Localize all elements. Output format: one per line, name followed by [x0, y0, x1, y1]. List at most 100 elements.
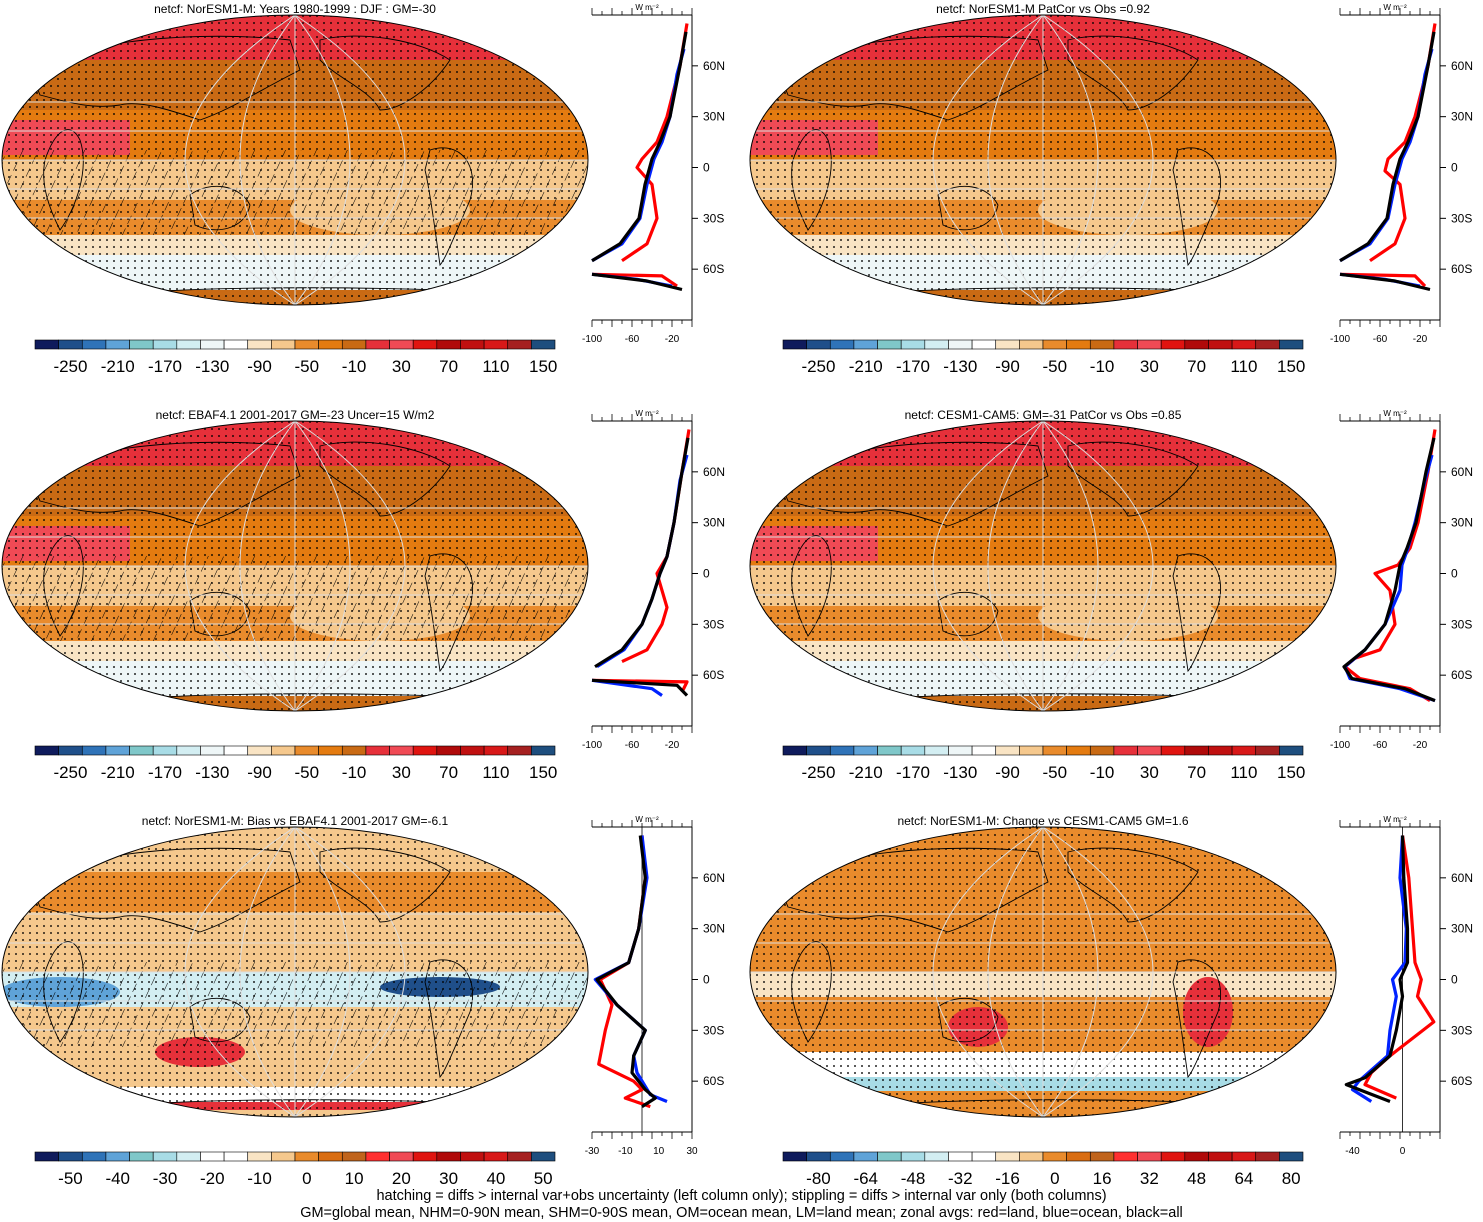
- colorbar-swatch: [318, 745, 343, 756]
- graticule: [750, 421, 1336, 711]
- latitude-label: 0: [703, 567, 710, 581]
- map: [750, 827, 1336, 1117]
- colorbar: -250 -210 -170 -130 -90 -50 -10 30 70 110 150: [34, 339, 557, 376]
- map: [2, 15, 588, 305]
- colorbar-swatch: [1255, 339, 1280, 350]
- panel-graphics: -250 -210 -170 -130 -90 -50 -10 30 70 110 150 W m⁻²…: [1, 3, 725, 376]
- colorbar-swatch: [829, 1151, 855, 1162]
- colorbar-swatch: [900, 339, 926, 350]
- zonal-x-tick-label: -20: [665, 334, 680, 345]
- zonal-series-land: [591, 23, 689, 288]
- panel-p2: netcf: NorESM1-M PatCor vs Obs =0.92 -250…: [748, 0, 1483, 405]
- panel-p3: netcf: EBAF4.1 2001-2017 GM=-23 Uncer=15…: [0, 406, 740, 811]
- colorbar-tick-label: -50: [58, 1169, 83, 1188]
- colorbar-tick-label: 150: [529, 357, 557, 376]
- colorbar-tick-label: -210: [101, 763, 135, 782]
- colorbar-swatch: [247, 1151, 272, 1162]
- colorbar-tick-label: -50: [1043, 763, 1068, 782]
- latitude-label: 60N: [703, 59, 725, 73]
- colorbar-swatch: [1042, 1151, 1067, 1162]
- colorbar-tick-label: 70: [439, 763, 458, 782]
- colorbar-swatch: [1255, 745, 1280, 756]
- latitude-label: 60S: [703, 1074, 724, 1088]
- colorbar-tick-label: -170: [896, 357, 930, 376]
- colorbar-tick-label: -90: [995, 763, 1020, 782]
- colorbar-swatch: [995, 339, 1020, 350]
- zonal-x-tick-label: -30: [585, 1146, 600, 1157]
- zonal-unit-label: W m⁻²: [635, 3, 659, 12]
- latitude-label: 60S: [1451, 262, 1472, 276]
- colorbar-swatch: [806, 745, 831, 756]
- zonal-series-all: [591, 31, 688, 292]
- colorbar-swatch: [200, 1151, 225, 1162]
- colorbar-swatch: [782, 745, 807, 756]
- zonal-x-tick-label: -100: [1330, 740, 1350, 751]
- zonal-series-ocean: [593, 835, 668, 1103]
- colorbar-swatch: [247, 745, 272, 756]
- colorbar-tick-label: -130: [943, 763, 977, 782]
- zonal-series-all: [1344, 835, 1410, 1103]
- colorbar-swatch: [853, 1151, 878, 1162]
- colorbar-tick-label: -50: [1043, 357, 1068, 376]
- colorbar-tick-label: 64: [1234, 1169, 1253, 1188]
- colorbar-swatch: [971, 339, 997, 350]
- colorbar-swatch: [948, 1151, 973, 1162]
- colorbar-swatch: [1279, 1151, 1304, 1162]
- colorbar-tick-label: -10: [342, 763, 367, 782]
- graticule: [750, 15, 1336, 305]
- zonal-mean-plot: W m⁻² -40 0 60N 30N 0 30S 60S: [1339, 815, 1473, 1157]
- latitude-label: 60N: [1451, 59, 1473, 73]
- panel-graphics: -50 -40 -30 -20 -10 0 10 20 30 40 50 W m⁻² -30 -10 10 3…: [1, 815, 725, 1188]
- colorbar-swatch: [105, 339, 130, 350]
- colorbar-tick-label: 30: [392, 357, 411, 376]
- zonal-unit-label: W m⁻²: [1383, 3, 1407, 12]
- colorbar-tick-label: -250: [53, 357, 87, 376]
- colorbar-swatch: [1208, 1151, 1233, 1162]
- zonal-series-all: [1342, 437, 1436, 703]
- colorbar-tick-label: -90: [247, 763, 272, 782]
- colorbar-tick-label: 110: [482, 763, 509, 782]
- colorbar-swatch: [483, 745, 509, 756]
- map-title: netcf: NorESM1-M: Bias vs EBAF4.1 2001-2…: [141, 814, 449, 828]
- latitude-label: 30S: [1451, 211, 1472, 225]
- colorbar-swatch: [105, 1151, 130, 1162]
- colorbar-swatch: [271, 339, 296, 350]
- zonal-mean-plot: W m⁻² -100 -60 -20 60N 30N 0 30S 60S: [582, 409, 725, 751]
- colorbar-tick-label: 32: [1140, 1169, 1159, 1188]
- colorbar-swatch: [829, 339, 855, 350]
- colorbar-swatch: [34, 745, 59, 756]
- colorbar-tick-label: 110: [1230, 357, 1257, 376]
- latitude-label: 30N: [1451, 110, 1473, 124]
- zonal-x-tick-label: 10: [653, 1146, 665, 1157]
- latitude-label: 30S: [1451, 1023, 1472, 1037]
- latitude-label: 30N: [1451, 516, 1473, 530]
- colorbar-swatch: [1089, 339, 1115, 350]
- colorbar-tick-label: 50: [534, 1169, 553, 1188]
- colorbar-swatch: [1042, 339, 1067, 350]
- colorbar-swatch: [806, 1151, 831, 1162]
- colorbar-tick-label: -90: [247, 357, 272, 376]
- colorbar-swatch: [1042, 745, 1067, 756]
- colorbar-swatch: [341, 339, 367, 350]
- colorbar-swatch: [81, 339, 107, 350]
- graticule: [2, 827, 588, 1117]
- latitude-label: 0: [1451, 567, 1458, 581]
- zonal-x-tick-label: 0: [1400, 1146, 1406, 1157]
- colorbar-swatch: [34, 339, 59, 350]
- colorbar-swatch: [152, 339, 178, 350]
- zonal-x-tick-label: -60: [625, 334, 640, 345]
- colorbar-swatch: [1279, 339, 1304, 350]
- colorbar-swatch: [412, 1151, 438, 1162]
- latitude-label: 30S: [1451, 617, 1472, 631]
- colorbar-swatch: [877, 745, 902, 756]
- latitude-label: 60N: [1451, 465, 1473, 479]
- colorbar-tick-label: 150: [529, 763, 557, 782]
- colorbar-tick-label: 70: [439, 357, 458, 376]
- colorbar-swatch: [200, 745, 225, 756]
- map-outline: [749, 14, 1337, 306]
- colorbar: -50 -40 -30 -20 -10 0 10 20 30 40 50: [34, 1151, 556, 1188]
- colorbar-swatch: [877, 1151, 902, 1162]
- colorbar-tick-label: -210: [849, 763, 883, 782]
- colorbar-swatch: [806, 339, 831, 350]
- colorbar-swatch: [1231, 339, 1257, 350]
